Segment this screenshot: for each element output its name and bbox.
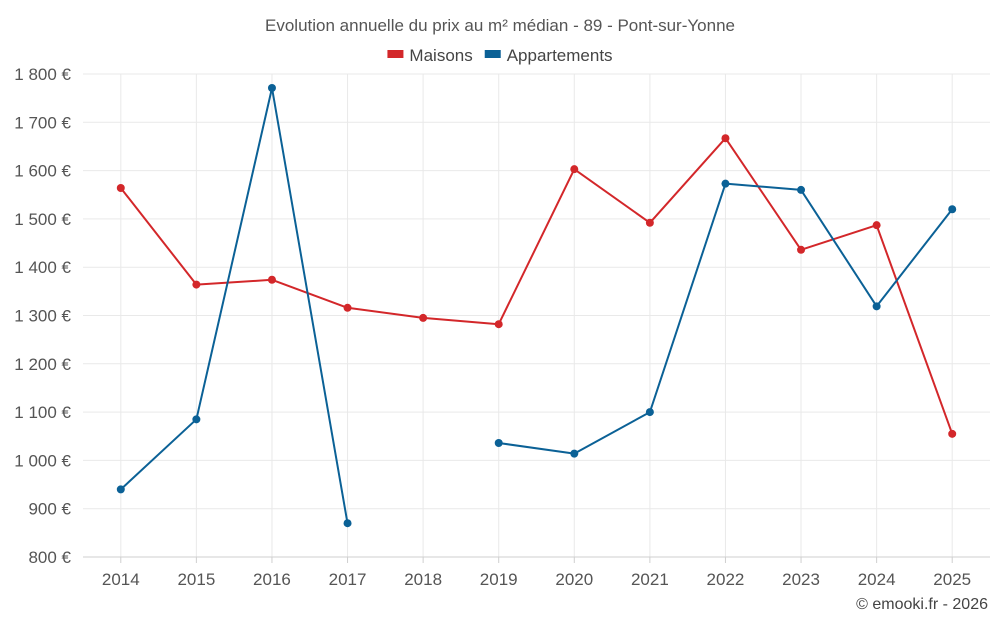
maisons-point[interactable] — [872, 221, 881, 230]
x-tick-label: 2023 — [782, 570, 820, 589]
appartements-point[interactable] — [343, 519, 352, 528]
appartements-point[interactable] — [267, 84, 276, 93]
maisons-point[interactable] — [570, 165, 579, 174]
legend-label-maisons[interactable]: Maisons — [409, 46, 472, 65]
x-tick-label: 2017 — [329, 570, 367, 589]
appartements-point[interactable] — [645, 408, 654, 417]
y-tick-label: 1 800 € — [14, 65, 71, 84]
appartements-line — [120, 87, 349, 524]
y-tick-label: 1 300 € — [14, 307, 71, 326]
maisons-line — [120, 137, 954, 435]
maisons-point[interactable] — [721, 134, 730, 143]
axes: 800 € 900 € 1 000 € 1 100 € 1 200 € 1 300 € 1 … — [14, 65, 990, 589]
copyright-credit: © emooki.fr - 2026 — [856, 596, 988, 613]
x-tick-label: 2025 — [933, 570, 971, 589]
maisons-point[interactable] — [116, 183, 125, 192]
y-tick-label: 900 € — [28, 500, 71, 519]
x-tick-label: 2015 — [177, 570, 215, 589]
maisons-point[interactable] — [948, 429, 957, 438]
x-tick-label: 2021 — [631, 570, 669, 589]
appartements-point[interactable] — [948, 205, 957, 214]
y-tick-label: 1 200 € — [14, 355, 71, 374]
appartements-point[interactable] — [192, 415, 201, 424]
x-tick-label: 2019 — [480, 570, 518, 589]
chart-legend: Maisons Appartements — [387, 46, 613, 65]
appartements-point[interactable] — [494, 439, 503, 448]
y-tick-label: 1 400 € — [14, 258, 71, 277]
x-tick-label: 2020 — [555, 570, 593, 589]
maisons-point[interactable] — [494, 320, 503, 329]
maisons-point[interactable] — [192, 280, 201, 289]
appartements-point[interactable] — [721, 179, 730, 188]
chart-title: Evolution annuelle du prix au m² médian … — [265, 16, 735, 35]
appartements-point[interactable] — [116, 485, 125, 494]
legend-label-appartements[interactable]: Appartements — [507, 46, 613, 65]
appartements-point[interactable] — [797, 185, 806, 194]
y-tick-label: 1 100 € — [14, 403, 71, 422]
series-group — [116, 84, 957, 528]
x-tick-label: 2022 — [707, 570, 745, 589]
legend-swatch-maisons — [387, 50, 404, 58]
maisons-point[interactable] — [797, 245, 806, 254]
maisons-point[interactable] — [343, 303, 352, 312]
x-tick-label: 2014 — [102, 570, 140, 589]
grid — [83, 73, 990, 557]
y-tick-label: 1 000 € — [14, 451, 71, 470]
x-tick-label: 2016 — [253, 570, 291, 589]
maisons-point[interactable] — [645, 218, 654, 227]
appartements-point[interactable] — [872, 302, 881, 311]
maisons-point[interactable] — [419, 313, 428, 322]
y-tick-label: 800 € — [28, 548, 71, 567]
y-tick-label: 1 700 € — [14, 113, 71, 132]
maisons-point[interactable] — [267, 275, 276, 284]
x-tick-label: 2024 — [858, 570, 896, 589]
x-tick-label: 2018 — [404, 570, 442, 589]
appartements-point[interactable] — [570, 449, 579, 458]
y-tick-label: 1 600 € — [14, 162, 71, 181]
y-tick-label: 1 500 € — [14, 210, 71, 229]
legend-swatch-appartements — [484, 50, 501, 58]
